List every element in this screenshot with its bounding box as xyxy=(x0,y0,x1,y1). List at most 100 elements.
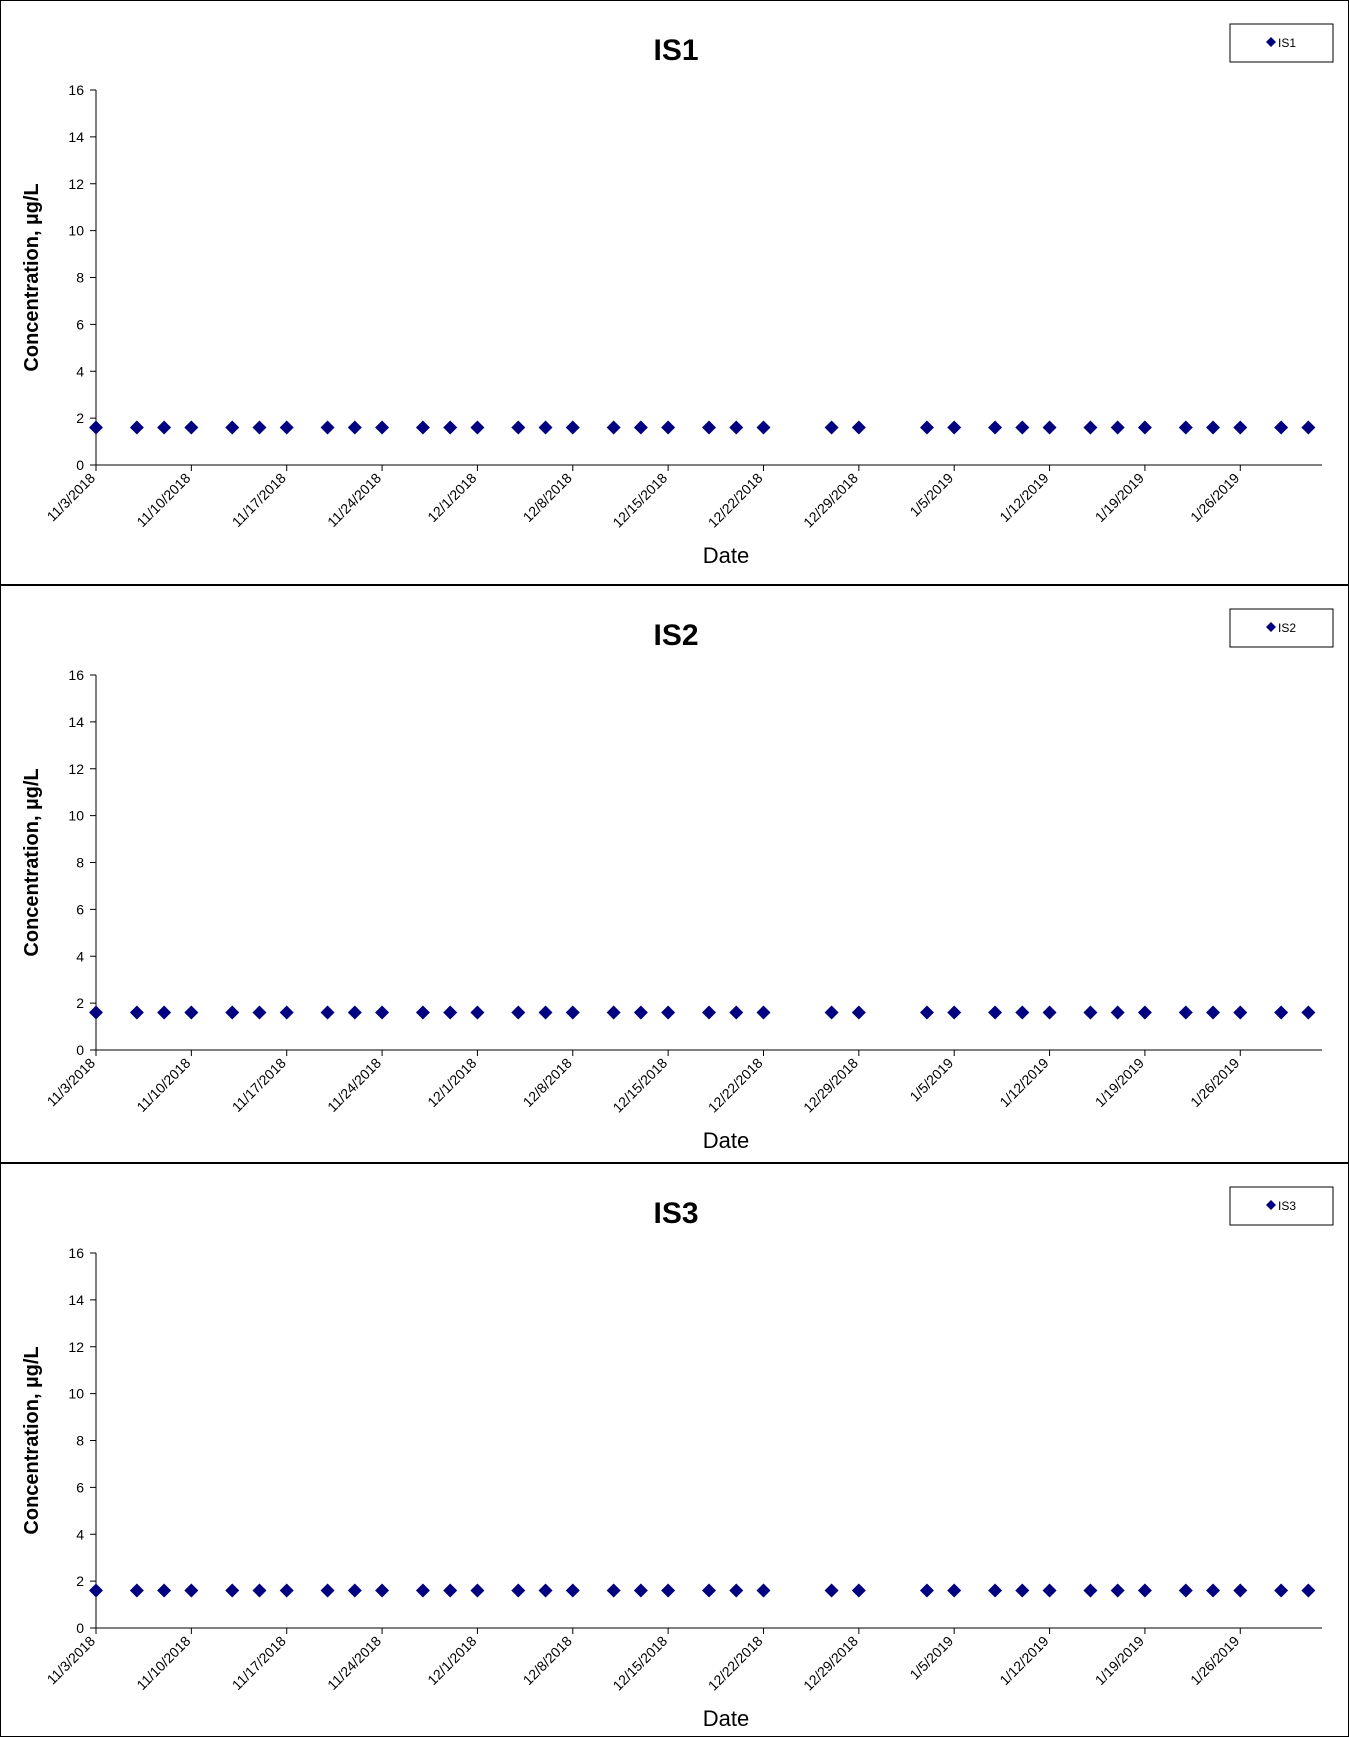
data-point xyxy=(1083,420,1098,435)
data-point xyxy=(947,1583,962,1598)
data-point xyxy=(1301,1583,1316,1598)
legend-marker xyxy=(1266,622,1276,632)
data-point xyxy=(225,1005,240,1020)
y-tick-label: 4 xyxy=(76,363,84,379)
y-tick-label: 0 xyxy=(76,1620,84,1636)
data-point xyxy=(157,1005,172,1020)
data-point xyxy=(1301,420,1316,435)
y-tick-label: 12 xyxy=(68,176,84,192)
data-point xyxy=(702,1005,716,1020)
data-point xyxy=(347,1583,362,1598)
data-point xyxy=(661,1005,676,1020)
data-point xyxy=(252,1583,267,1598)
data-point xyxy=(347,1005,362,1020)
data-point xyxy=(756,420,771,435)
y-tick-label: 14 xyxy=(68,129,84,145)
data-point xyxy=(1178,1005,1193,1020)
chart-panel-is1: IS1 IS1 0 2 4 6 8 10 12 14 16 11/3/2018 11/10/2018 11… xyxy=(0,0,1349,585)
chart-border xyxy=(0,585,1349,1163)
data-point xyxy=(443,420,458,435)
data-point xyxy=(756,1583,771,1598)
y-tick-label: 6 xyxy=(76,1479,84,1495)
data-point xyxy=(1233,420,1248,435)
y-tick-label: 6 xyxy=(76,901,84,917)
y-tick-label: 2 xyxy=(76,995,84,1011)
data-point xyxy=(1233,1005,1248,1020)
y-tick-label: 4 xyxy=(76,1526,84,1542)
data-point xyxy=(129,1005,144,1020)
y-tick-label: 16 xyxy=(68,667,84,683)
data-point xyxy=(415,1583,430,1598)
y-tick-label: 8 xyxy=(76,270,84,286)
data-point xyxy=(606,1583,621,1598)
data-point xyxy=(729,1583,744,1598)
data-point xyxy=(1042,420,1057,435)
data-point xyxy=(129,1583,144,1598)
y-axis-label: Concentration, µg/L xyxy=(21,183,43,371)
legend-label: IS3 xyxy=(1278,1199,1296,1213)
y-axis-label: Concentration, µg/L xyxy=(21,768,43,956)
data-point xyxy=(988,1583,1003,1598)
data-point xyxy=(470,1005,485,1020)
data-point xyxy=(1206,1005,1221,1020)
data-point xyxy=(756,1005,771,1020)
y-tick-label: 8 xyxy=(76,855,84,871)
legend: IS1 xyxy=(1229,23,1334,63)
y-tick-label: 6 xyxy=(76,316,84,332)
y-tick-label: 8 xyxy=(76,1433,84,1449)
x-axis-label: Date xyxy=(703,1128,749,1153)
data-point xyxy=(633,1583,648,1598)
data-point xyxy=(1137,1583,1152,1598)
chart-border xyxy=(0,0,1349,585)
data-point xyxy=(633,420,648,435)
y-axis-label: Concentration, µg/L xyxy=(21,1346,43,1534)
data-point xyxy=(538,1005,553,1020)
data-point xyxy=(702,1583,716,1598)
data-point xyxy=(565,1583,580,1598)
data-point xyxy=(988,1005,1003,1020)
data-point xyxy=(89,1005,103,1020)
y-tick-label: 2 xyxy=(76,1573,84,1589)
data-point xyxy=(824,420,839,435)
data-point xyxy=(538,420,553,435)
chart-title: IS2 xyxy=(653,619,698,652)
data-point xyxy=(1137,420,1152,435)
x-axis-label: Date xyxy=(703,1706,749,1731)
data-point xyxy=(919,1583,934,1598)
data-point xyxy=(1178,420,1193,435)
data-point xyxy=(415,1005,430,1020)
y-tick-label: 0 xyxy=(76,1042,84,1058)
y-tick-label: 2 xyxy=(76,410,84,426)
data-point xyxy=(1083,1583,1098,1598)
data-point xyxy=(415,420,430,435)
legend-marker xyxy=(1266,1200,1276,1210)
chart-panel-is3: IS3 IS3 0 2 4 6 8 10 12 14 16 11/3/2018 11/10/2018 11… xyxy=(0,1163,1349,1737)
y-tick-label: 14 xyxy=(68,1292,84,1308)
x-axis-label: Date xyxy=(703,543,749,568)
data-point xyxy=(988,420,1003,435)
data-point xyxy=(1206,420,1221,435)
data-point xyxy=(252,1005,267,1020)
data-point xyxy=(443,1583,458,1598)
data-point xyxy=(511,420,526,435)
data-point xyxy=(511,1583,526,1598)
data-point xyxy=(606,1005,621,1020)
data-point xyxy=(1301,1005,1316,1020)
data-point xyxy=(347,420,362,435)
data-point xyxy=(729,1005,744,1020)
data-point xyxy=(443,1005,458,1020)
data-point xyxy=(1233,1583,1248,1598)
data-point xyxy=(225,1583,240,1598)
legend-label: IS2 xyxy=(1278,621,1296,635)
data-point xyxy=(1110,1583,1125,1598)
data-point xyxy=(89,420,103,435)
data-point xyxy=(1274,1583,1289,1598)
data-point xyxy=(1110,420,1125,435)
data-point xyxy=(606,420,621,435)
legend-label: IS1 xyxy=(1278,36,1296,50)
data-point xyxy=(947,1005,962,1020)
y-tick-label: 12 xyxy=(68,1339,84,1355)
